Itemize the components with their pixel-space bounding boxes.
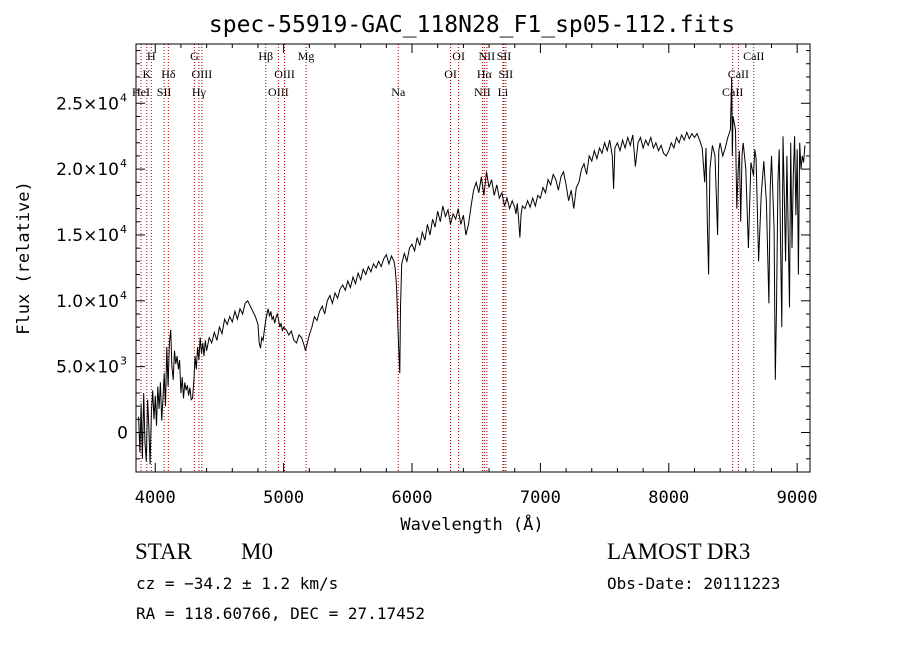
survey-name: LAMOST DR3 <box>607 539 751 564</box>
object-subclass: M0 <box>241 539 273 564</box>
y-tick-label-1: 5.0×10 <box>56 358 119 378</box>
x-tick-label-5: 9000 <box>777 488 818 508</box>
object-type: STAR <box>135 539 192 564</box>
y-tick-exponent-5: 4 <box>120 91 127 104</box>
line-label-13: OI <box>452 49 465 63</box>
spectrum-line <box>138 76 806 465</box>
line-label-19: NII <box>474 85 491 99</box>
line-label-21: CaII <box>743 49 764 63</box>
plot-frame <box>135 43 811 473</box>
line-label-1: K <box>142 67 151 81</box>
y-tick-label-0: 0 <box>117 423 128 443</box>
line-label-5: G <box>190 49 199 63</box>
y-tick-exponent-4: 4 <box>120 157 127 170</box>
line-label-9: OIII <box>274 67 295 81</box>
x-tick-label-3: 7000 <box>520 488 561 508</box>
chart-title: spec-55919-GAC_118N28_F1_sp05-112.fits <box>209 12 735 38</box>
y-tick-exponent-1: 3 <box>120 355 127 368</box>
line-label-16: SII <box>497 49 512 63</box>
line-label-18: SII <box>499 67 514 81</box>
line-label-6: OIII <box>192 67 213 81</box>
line-label-14: OI <box>444 67 457 81</box>
x-tick-label-2: 6000 <box>392 488 433 508</box>
x-axis-label: Wavelength (Å) <box>400 513 543 535</box>
line-label-15: NII <box>479 49 496 63</box>
x-tick-label-1: 5000 <box>263 488 304 508</box>
y-tick-label-3: 1.5×10 <box>56 226 119 246</box>
x-tick-label-4: 8000 <box>648 488 689 508</box>
y-tick-label-5: 2.5×10 <box>56 94 119 114</box>
line-label-17: Hα <box>477 67 493 81</box>
line-label-8: Hβ <box>258 49 273 63</box>
y-axis-label: Flux (relative) <box>14 181 34 335</box>
y-tick-label-4: 2.0×10 <box>56 160 119 180</box>
line-label-3: SII <box>157 85 172 99</box>
x-tick-label-0: 4000 <box>135 488 176 508</box>
line-label-10: OIII <box>268 85 289 99</box>
redshift-text: cz = −34.2 ± 1.2 km/s <box>136 574 339 593</box>
y-tick-exponent-3: 4 <box>120 223 127 236</box>
line-label-11: Mg <box>298 49 315 63</box>
line-label-2: HeI <box>132 85 150 99</box>
y-tick-label-2: 1.0×10 <box>56 292 119 312</box>
line-label-22: CaII <box>728 67 749 81</box>
coordinates: RA = 118.60766, DEC = 27.17452 <box>136 604 425 623</box>
line-label-20: Li <box>498 85 509 99</box>
line-label-4: Hδ <box>161 67 176 81</box>
line-label-12: Na <box>391 85 406 99</box>
line-label-0: H <box>147 49 156 63</box>
y-tick-exponent-2: 4 <box>120 289 127 302</box>
obs-date: Obs-Date: 20111223 <box>607 574 781 593</box>
line-label-7: Hγ <box>192 85 207 99</box>
line-label-23: CaII <box>722 85 743 99</box>
